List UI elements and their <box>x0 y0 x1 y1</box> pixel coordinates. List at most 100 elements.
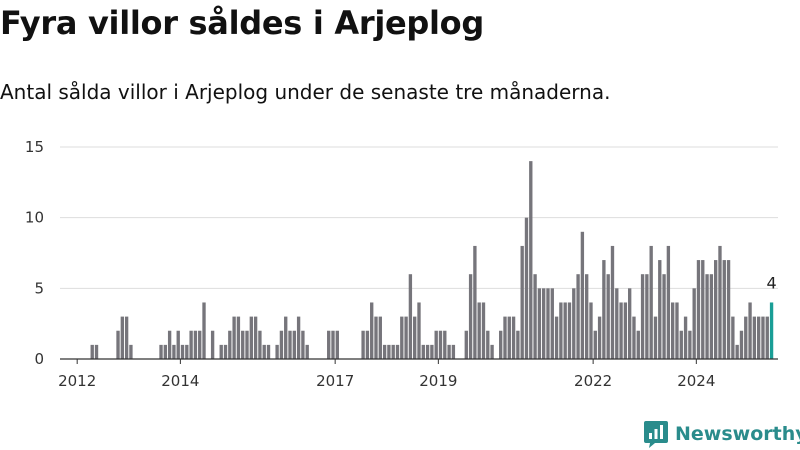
newsworthy-logo-icon <box>644 421 668 448</box>
bar <box>761 316 765 359</box>
bar <box>731 316 735 359</box>
bar <box>210 330 215 359</box>
bar <box>683 316 688 359</box>
bar <box>430 344 434 359</box>
bar <box>623 302 628 359</box>
bar <box>404 316 408 359</box>
bar <box>559 302 563 359</box>
bar <box>159 344 163 359</box>
bar <box>735 344 739 359</box>
bar <box>438 330 443 359</box>
bar <box>189 330 193 359</box>
bar <box>400 316 404 359</box>
axes: 0 5 10 15 4 2012 2014 2017 2019 2022 2024 <box>25 138 778 390</box>
bar <box>576 274 580 359</box>
bar <box>90 344 94 359</box>
bar <box>288 330 292 359</box>
x-tick-label: 2014 <box>161 372 199 390</box>
bar <box>671 302 675 359</box>
bar <box>249 316 253 359</box>
bar <box>180 344 185 359</box>
bar <box>718 245 722 359</box>
bar <box>529 161 533 359</box>
bar <box>649 245 653 359</box>
bar <box>499 330 503 359</box>
bar <box>262 344 266 359</box>
bar <box>296 316 301 359</box>
bar <box>172 344 176 359</box>
bar <box>692 288 696 359</box>
chart-title: Fyra villor såldes i Arjeplog <box>0 4 484 42</box>
y-tick-label: 10 <box>25 209 44 227</box>
bar <box>546 288 550 359</box>
bar <box>232 316 236 359</box>
bar <box>370 302 374 359</box>
bar <box>563 302 567 359</box>
bar <box>662 274 666 359</box>
bar <box>473 245 477 359</box>
bar <box>585 274 589 359</box>
y-tick-label: 0 <box>34 350 44 368</box>
bar <box>443 330 447 359</box>
bar <box>361 330 365 359</box>
bar <box>219 344 223 359</box>
bar <box>447 344 451 359</box>
bar <box>636 330 640 359</box>
bar <box>378 316 382 359</box>
chart-subtitle: Antal sålda villor i Arjeplog under de s… <box>0 80 611 104</box>
bar <box>486 330 490 359</box>
bar <box>129 344 133 359</box>
bar <box>537 288 542 359</box>
bar <box>615 288 619 359</box>
bar <box>116 330 120 359</box>
bar <box>542 288 546 359</box>
bar <box>567 302 572 359</box>
bar <box>572 288 576 359</box>
bar <box>451 344 456 359</box>
bar <box>507 316 511 359</box>
bar <box>228 330 232 359</box>
bar <box>606 274 610 359</box>
bar <box>391 344 395 359</box>
bar <box>645 274 649 359</box>
bar <box>593 330 597 359</box>
bar <box>653 316 658 359</box>
bar-latest <box>769 302 774 359</box>
bar <box>744 316 748 359</box>
brand-name: Newsworthy <box>675 423 800 445</box>
bar <box>245 330 249 359</box>
bar <box>120 316 124 359</box>
x-tick-label: 2019 <box>419 372 457 390</box>
bar <box>94 344 99 359</box>
bar-chart: 0 5 10 15 4 2012 2014 2017 2019 2022 2024 <box>25 138 778 390</box>
bar <box>365 330 370 359</box>
bar <box>658 260 662 359</box>
bar <box>468 274 473 359</box>
bar <box>709 274 714 359</box>
bar <box>408 274 413 359</box>
bar <box>193 330 198 359</box>
bar <box>602 260 606 359</box>
bar <box>640 274 645 359</box>
bar <box>185 344 189 359</box>
bar <box>679 330 683 359</box>
bar <box>675 302 679 359</box>
bar <box>688 330 692 359</box>
x-tick-label: 2017 <box>316 372 354 390</box>
x-tick-label: 2022 <box>574 372 612 390</box>
bar <box>748 302 752 359</box>
bar <box>292 330 296 359</box>
bar <box>198 330 202 359</box>
bar <box>387 344 391 359</box>
bar <box>516 330 520 359</box>
bar <box>374 316 378 359</box>
bar <box>163 344 167 359</box>
bar <box>382 344 387 359</box>
gridlines <box>60 146 778 289</box>
bar <box>124 316 129 359</box>
bar <box>524 217 529 359</box>
bar <box>275 344 279 359</box>
bar <box>236 316 241 359</box>
bar <box>597 316 602 359</box>
bar <box>756 316 761 359</box>
